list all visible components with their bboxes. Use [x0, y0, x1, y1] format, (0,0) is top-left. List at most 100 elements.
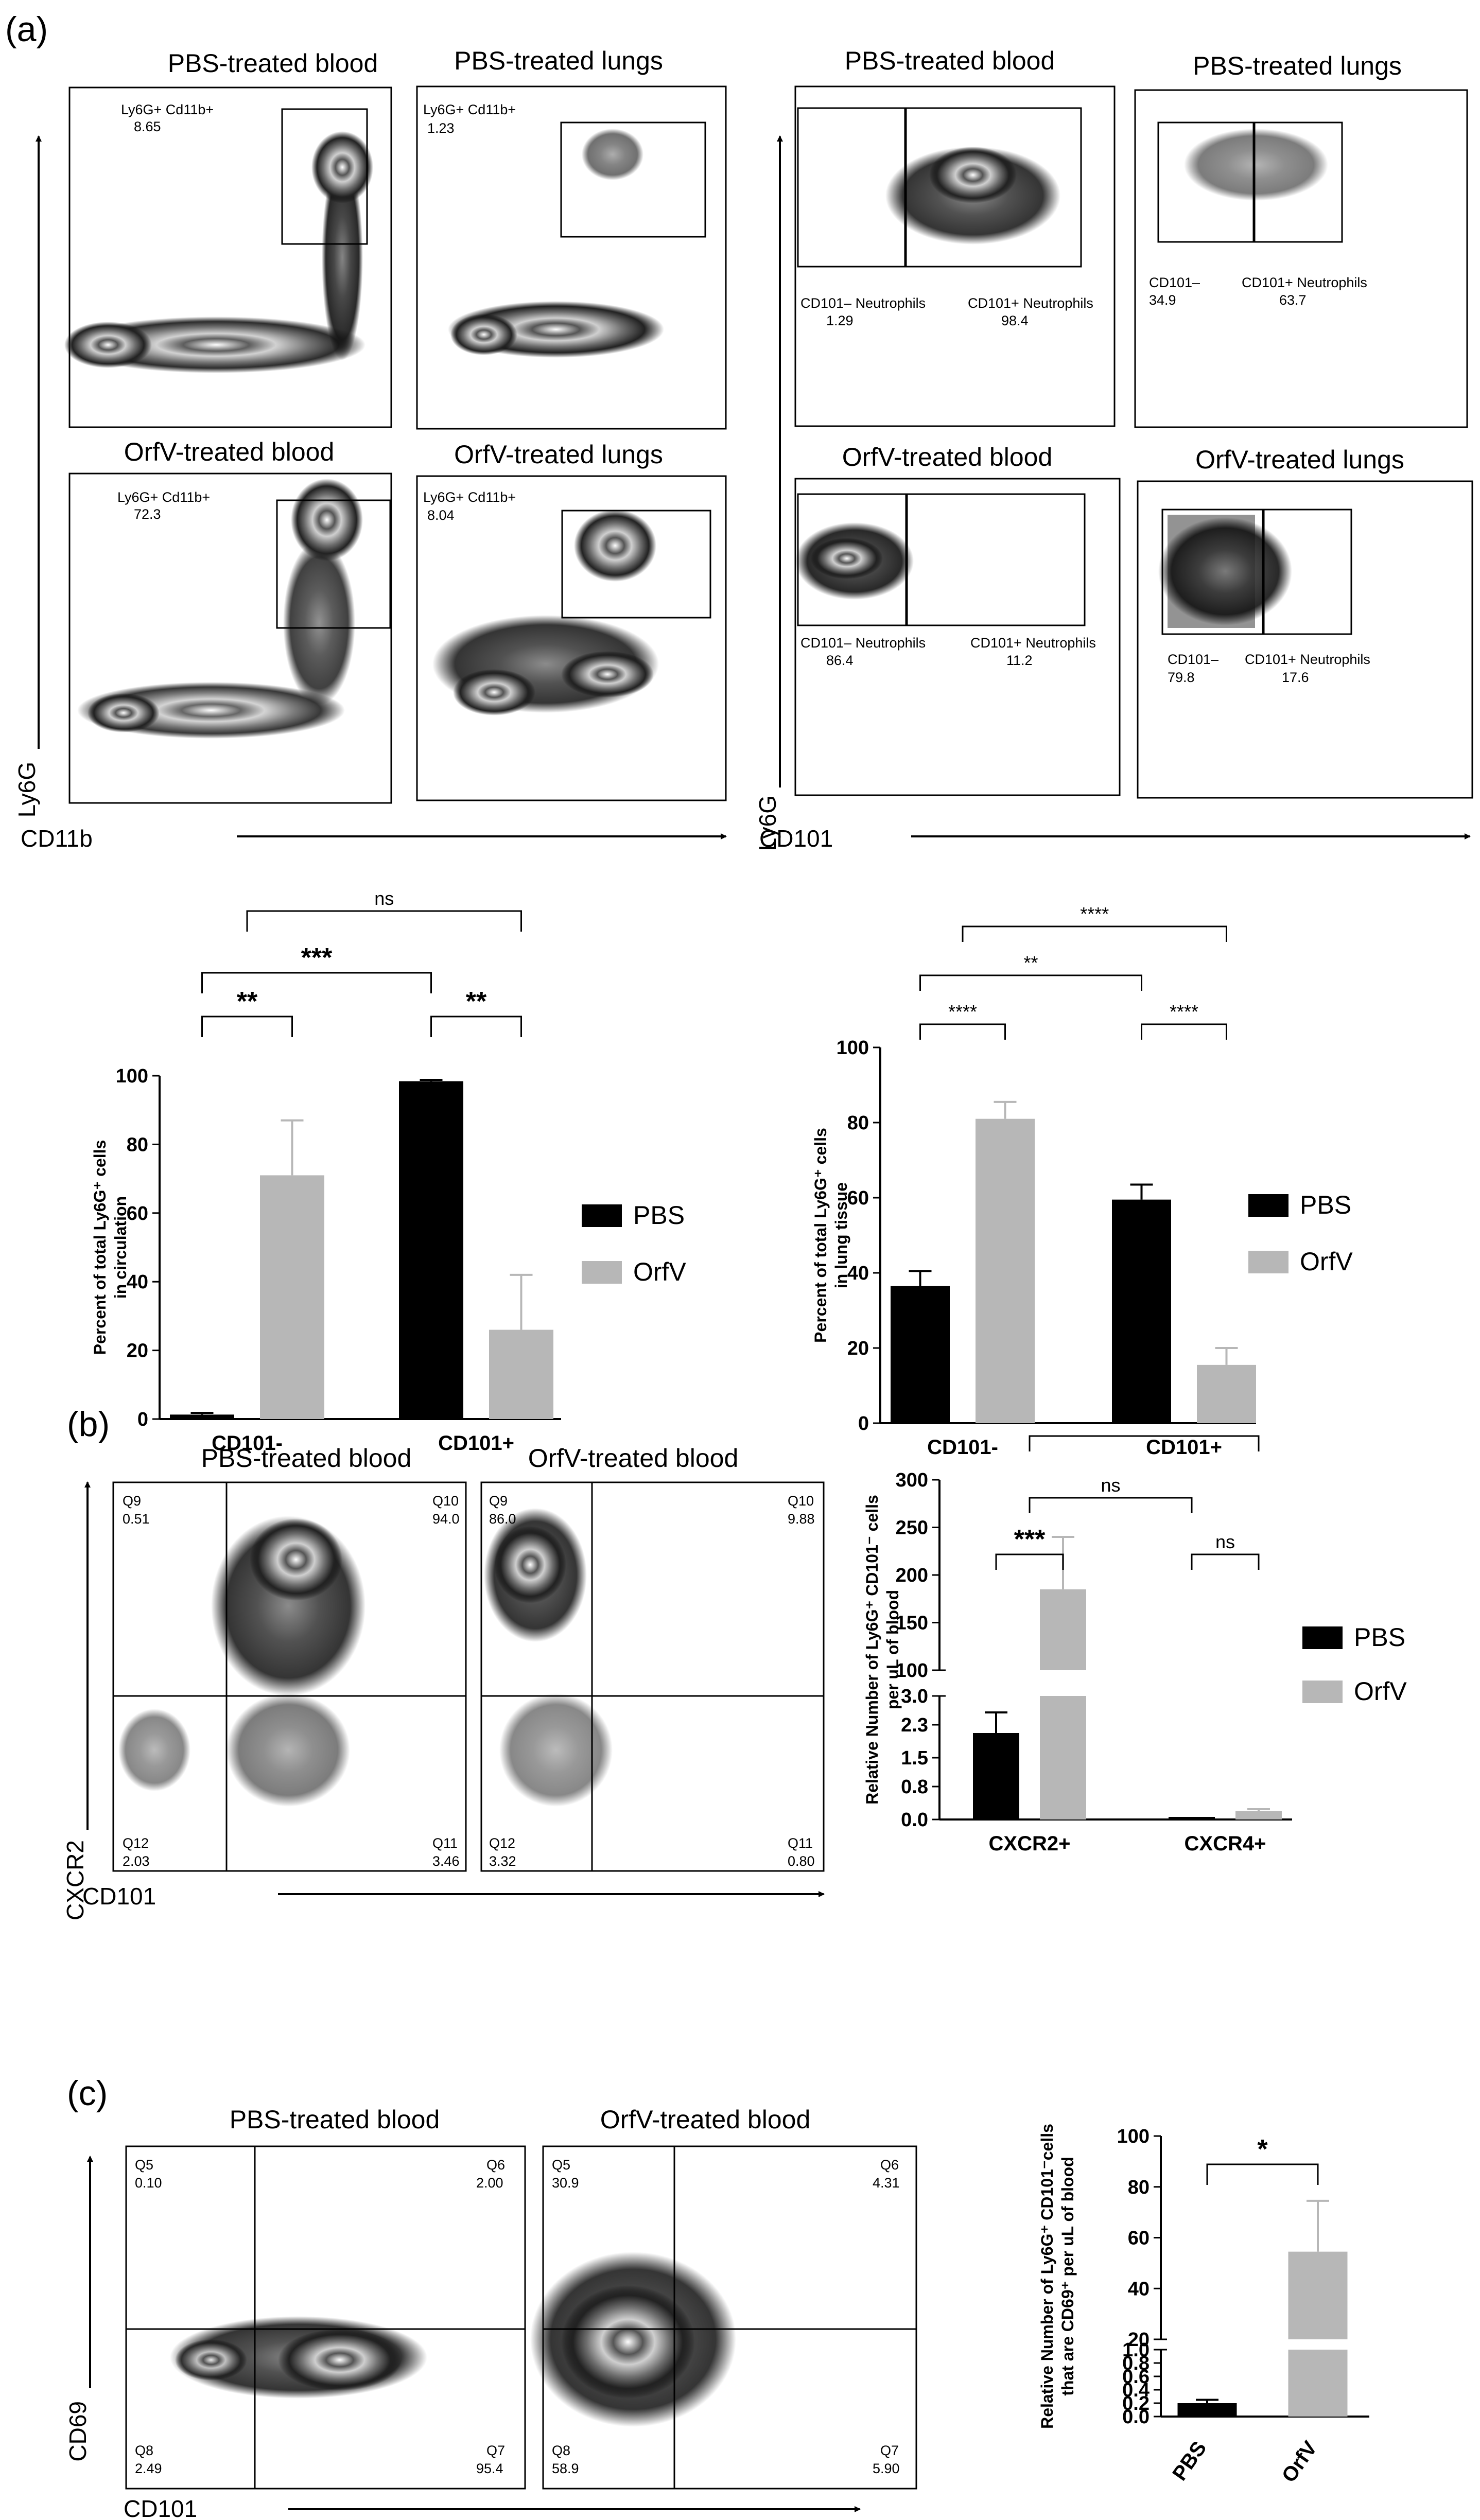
- y-tick-label: 60: [847, 1187, 869, 1209]
- quadrant-name: Q12: [489, 1835, 515, 1851]
- y-tick-label: 150: [896, 1613, 928, 1634]
- y-axis-label: CD69: [64, 2401, 91, 2462]
- gate-value: 72.3: [134, 506, 161, 522]
- flow-plot: OrfV-treated blood CD101– Neutrophils 86…: [794, 443, 1121, 796]
- y-axis-label-line: in lung tissue: [832, 1182, 850, 1288]
- significance-bracket: [246, 910, 522, 932]
- significance-label: **: [1023, 952, 1038, 973]
- quadrant-name: Q6: [486, 2157, 505, 2173]
- significance-label: *: [1257, 2134, 1268, 2164]
- quadrant-name: Q11: [432, 1835, 458, 1851]
- significance-bracket: [919, 1023, 1006, 1040]
- significance-label: **: [466, 987, 487, 1017]
- y-tick-label: 100: [896, 1660, 928, 1682]
- flow-plot: OrfV-treated blood Q9 86.0 Q10 9.88 Q12 …: [480, 1444, 825, 1872]
- pos-gate-label: CD101+ Neutrophils: [968, 295, 1093, 311]
- flow-c: CD69 CD101 PBS-treated blood Q5 0.10 Q6 …: [64, 2105, 917, 2520]
- flow-plot: PBS-treated blood Ly6G+ Cd11b+ 8.65: [64, 49, 392, 428]
- panel-label-a: (a): [5, 10, 48, 49]
- y-tick-label: 2.3: [901, 1714, 928, 1736]
- legend-label: OrfV: [1354, 1677, 1407, 1706]
- bar-upper-segment: [1288, 2251, 1348, 2339]
- flow-plot: OrfV-treated lungs CD101– 79.8 CD101+ Ne…: [1137, 445, 1473, 799]
- bar-chart-cxcr: 0.0 0.8 1.5 2.3 3.0 100 150 200 250 300 Relative N…: [863, 1406, 1407, 1855]
- significance-label: ns: [1215, 1531, 1235, 1552]
- y-axis-label-line: in circulation: [111, 1196, 130, 1299]
- y-axis-label-line: Relative Number of Ly6G⁺ CD101⁻cells: [1038, 2124, 1056, 2429]
- flow-plot: OrfV-treated blood Ly6G+ Cd11b+ 72.3: [68, 437, 392, 804]
- y-tick-label: 1.5: [901, 1747, 928, 1769]
- y-tick-label: 3.0: [901, 1686, 928, 1707]
- x-axis-label: CD101: [82, 1883, 156, 1910]
- category-label: CD101-: [927, 1436, 998, 1459]
- pos-gate-value: 98.4: [1001, 313, 1029, 328]
- plot-title: PBS-treated lungs: [1193, 51, 1402, 80]
- quadrant-value: 2.49: [135, 2461, 162, 2476]
- y-tick-label: 40: [847, 1263, 869, 1284]
- quadrant-value: 3.46: [432, 1853, 460, 1869]
- bar-chart-lung: 0 20 40 60 80 100 Percent of total Ly6G⁺ cells…: [811, 903, 1353, 1459]
- gate-value: 1.23: [427, 120, 455, 136]
- y-tick-label: 80: [847, 1112, 869, 1134]
- plot-title: OrfV-treated blood: [842, 443, 1053, 471]
- neg-gate-value: 34.9: [1149, 292, 1176, 308]
- flow-plot: PBS-treated lungs Ly6G+ Cd11b+ 1.23: [416, 46, 727, 430]
- quadrant-value: 2.00: [476, 2175, 503, 2191]
- quadrant-name: Q5: [135, 2157, 153, 2173]
- flow-b: CXCR2 CD101 PBS-treated blood Q9 0.51 Q1…: [62, 1444, 825, 1920]
- legend-label: PBS: [633, 1201, 685, 1230]
- neg-gate-value: 79.8: [1168, 670, 1195, 685]
- y-tick-label: 40: [127, 1271, 148, 1293]
- bar: [399, 1081, 463, 1419]
- y-tick-label: 0.6: [1122, 2366, 1150, 2388]
- neg-gate-label: CD101– Neutrophils: [800, 635, 926, 651]
- legend-swatch: [582, 1204, 622, 1227]
- y-tick-label: 200: [896, 1565, 928, 1586]
- quadrant-value: 86.0: [489, 1511, 516, 1527]
- quadrant-value: 30.9: [552, 2175, 579, 2191]
- pos-gate-value: 11.2: [1006, 653, 1033, 668]
- bar-chart-cd69: 0.00.20.40.60.81.020 40 60 80 100 Relative Nu…: [1038, 2124, 1369, 2487]
- bar: [260, 1175, 324, 1419]
- neg-gate-value: 86.4: [826, 653, 854, 668]
- y-axis-label: CXCR2: [62, 1840, 89, 1920]
- flow-plot: PBS-treated blood Q9 0.51 Q10 94.0 Q12 2…: [112, 1444, 467, 1872]
- quadrant-value: 0.80: [788, 1853, 815, 1869]
- quadrant-value: 0.10: [135, 2175, 162, 2191]
- bar: [1112, 1199, 1171, 1423]
- y-tick-label: 250: [896, 1517, 928, 1539]
- significance-bracket: [1029, 1497, 1193, 1513]
- y-tick-label: 60: [1128, 2228, 1150, 2249]
- quadrant-value: 3.32: [489, 1853, 516, 1869]
- significance-bracket: [1029, 1435, 1260, 1451]
- x-axis-label: CD101: [124, 2495, 197, 2520]
- significance-bracket: [1206, 2163, 1319, 2185]
- y-tick-label: 100: [1117, 2126, 1150, 2147]
- gate-label: Ly6G+ Cd11b+: [423, 102, 516, 117]
- pos-gate-label: CD101+ Neutrophils: [1245, 652, 1370, 667]
- y-tick-label: 0: [137, 1409, 148, 1430]
- bar: [891, 1286, 950, 1423]
- x-axis-label: CD11b: [21, 825, 93, 852]
- plot-title: PBS-treated blood: [230, 2105, 440, 2134]
- y-tick-label: 0.4: [1122, 2379, 1150, 2401]
- quadrant-value: 94.0: [432, 1511, 460, 1527]
- bar: [973, 1733, 1019, 1819]
- flow-plot: PBS-treated lungs CD101– 34.9 CD101+ Neu…: [1134, 51, 1468, 428]
- quadrant-value: 9.88: [788, 1511, 815, 1527]
- quadrant-value: 5.90: [873, 2461, 900, 2476]
- y-axis-label-line: Percent of total Ly6G⁺ cells: [811, 1128, 830, 1343]
- y-tick-label: 60: [127, 1203, 148, 1224]
- bar: [1177, 2403, 1237, 2417]
- pos-gate-label: CD101+ Neutrophils: [1242, 275, 1367, 290]
- panel-label-c: (c): [67, 2074, 108, 2113]
- flow-plot: PBS-treated blood CD101– Neutrophils 1.2…: [794, 46, 1116, 427]
- flow-a-left: Ly6G CD11b PBS-treated blood Ly6G+ Cd11b…: [13, 46, 727, 852]
- legend-swatch: [1302, 1681, 1343, 1703]
- flow-plot: OrfV-treated lungs Ly6G+ Cd11b+ 8.04: [416, 440, 727, 801]
- neg-gate-label: CD101– Neutrophils: [800, 295, 926, 311]
- category-label: PBS: [1168, 2437, 1211, 2485]
- plot-title: PBS-treated blood: [845, 46, 1055, 75]
- significance-label: ***: [1014, 1525, 1046, 1554]
- pos-gate-value: 63.7: [1279, 292, 1307, 308]
